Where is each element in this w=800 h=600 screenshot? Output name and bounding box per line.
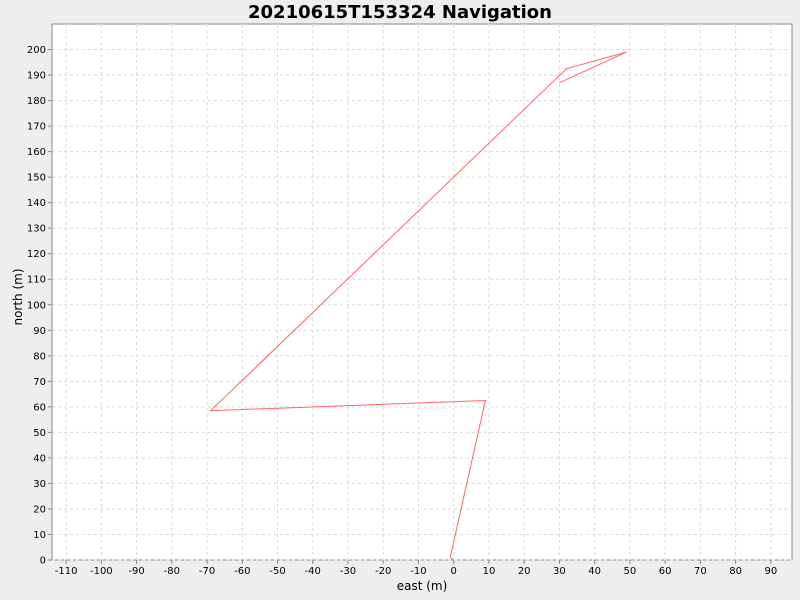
x-tick-label: 80 [729, 566, 742, 577]
x-tick-label: 50 [624, 566, 637, 577]
y-axis-label: north (m) [11, 268, 25, 325]
x-tick-label: 20 [518, 566, 531, 577]
x-tick-label: -110 [55, 566, 78, 577]
x-tick-label: -90 [128, 566, 144, 577]
x-tick-label: 10 [483, 566, 496, 577]
y-tick-label: 70 [33, 377, 46, 388]
y-tick-label: 190 [27, 71, 46, 82]
navigation-track-line [209, 51, 627, 561]
x-axis-label: east (m) [397, 579, 448, 593]
y-tick-label: 140 [27, 198, 46, 209]
x-tick-label: 90 [764, 566, 777, 577]
x-axis-ticks: -110 -100 -90 -80 -70 -60 -50 -40 -30 -20 -10 0 10 20… [55, 560, 777, 577]
y-tick-label: 170 [27, 122, 46, 133]
x-tick-label: 60 [659, 566, 672, 577]
y-tick-label: 100 [27, 300, 46, 311]
y-tick-label: 130 [27, 224, 46, 235]
x-tick-label: 0 [451, 566, 457, 577]
chart-title: 20210615T153324 Navigation [248, 2, 552, 23]
x-tick-label: -10 [410, 566, 426, 577]
y-tick-label: 120 [27, 249, 46, 260]
y-tick-label: 0 [40, 556, 46, 567]
x-tick-label: -50 [269, 566, 285, 577]
x-tick-label: -70 [199, 566, 215, 577]
y-tick-label: 60 [33, 402, 46, 413]
y-axis-ticks: 0 10 20 30 40 50 60 70 80 90 100 110 120 130 140 150 160… [27, 45, 52, 567]
x-tick-label: -40 [305, 566, 321, 577]
x-tick-label: -30 [340, 566, 356, 577]
y-tick-label: 30 [33, 479, 46, 490]
y-tick-label: 50 [33, 428, 46, 439]
y-tick-label: 180 [27, 96, 46, 107]
y-tick-label: 160 [27, 147, 46, 158]
grid-lines [52, 24, 792, 561]
x-tick-label: -60 [234, 566, 250, 577]
y-tick-label: 80 [33, 351, 46, 362]
series-group [209, 51, 627, 561]
y-tick-label: 200 [27, 45, 46, 56]
y-tick-label: 20 [33, 504, 46, 515]
y-tick-label: 40 [33, 453, 46, 464]
x-tick-label: 30 [553, 566, 566, 577]
x-tick-label: 40 [588, 566, 601, 577]
x-tick-label: 70 [694, 566, 707, 577]
x-tick-label: -80 [164, 566, 180, 577]
x-tick-label: -100 [90, 566, 113, 577]
y-tick-label: 150 [27, 173, 46, 184]
y-tick-label: 90 [33, 326, 46, 337]
x-tick-label: -20 [375, 566, 391, 577]
y-tick-label: 110 [27, 275, 46, 286]
plot-area [51, 23, 793, 561]
y-tick-label: 10 [33, 530, 46, 541]
